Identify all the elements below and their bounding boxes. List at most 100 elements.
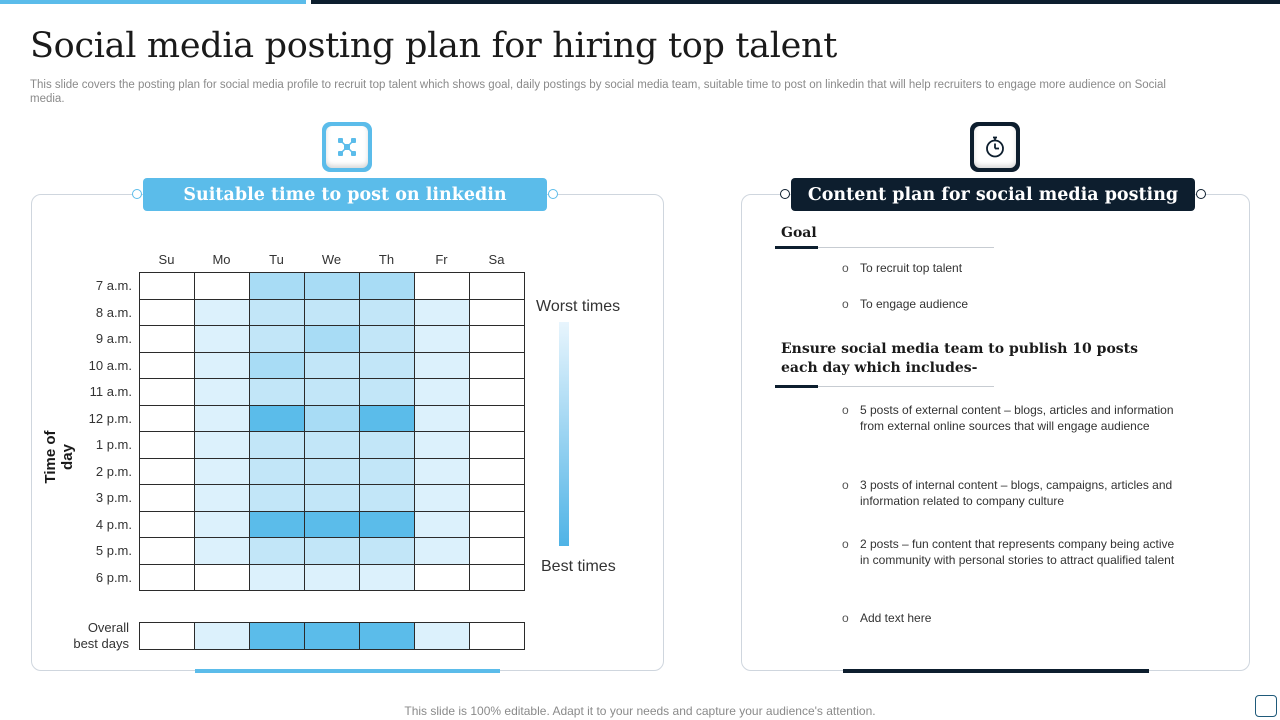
heatmap-cell <box>414 537 470 565</box>
heatmap-cell <box>249 563 305 591</box>
overall-label-line2: best days <box>73 636 129 651</box>
left-panel-bottom-accent <box>195 669 500 673</box>
overall-cell <box>139 622 195 650</box>
heatmap-cell <box>304 272 360 300</box>
heatmap-cell <box>469 272 525 300</box>
heatmap-row <box>139 298 525 326</box>
ensure-rule <box>775 386 994 387</box>
goal-item-1: To recruit top talent <box>860 261 963 275</box>
overall-cell <box>469 622 525 650</box>
left-icon-frame <box>322 122 372 172</box>
post-item-3: 2 posts – fun content that represents co… <box>860 537 1175 567</box>
time-label: 3 p.m. <box>95 490 132 505</box>
page-title: Social media posting plan for hiring top… <box>30 26 838 66</box>
heatmap-cell <box>194 404 250 432</box>
page-subtitle: This slide covers the posting plan for s… <box>30 79 1166 105</box>
heatmap-cell <box>194 457 250 485</box>
heatmap-cell <box>194 378 250 406</box>
heatmap-cell <box>469 325 525 353</box>
heatmap-cell <box>469 484 525 512</box>
heatmap-row <box>139 325 525 353</box>
heatmap-cell <box>304 537 360 565</box>
day-label: Sa <box>488 252 505 267</box>
heatmap-cell <box>304 510 360 538</box>
heatmap-cell <box>139 563 195 591</box>
heatmap-cell <box>469 537 525 565</box>
heatmap-cell <box>304 298 360 326</box>
network-nodes-icon <box>326 126 368 168</box>
heatmap-cell <box>469 378 525 406</box>
heatmap-cell <box>414 378 470 406</box>
heatmap-cell <box>469 404 525 432</box>
heatmap-cell <box>139 272 195 300</box>
heatmap-cell <box>139 325 195 353</box>
overall-best-days-row <box>139 622 525 650</box>
goal-bullet-1: o <box>842 261 849 275</box>
heatmap-cell <box>414 325 470 353</box>
overall-best-days-label: Overall best days <box>60 620 129 652</box>
heatmap-row <box>139 404 525 432</box>
heatmap-cell <box>194 563 250 591</box>
heatmap-cell <box>359 351 415 379</box>
heatmap-cell <box>359 404 415 432</box>
left-header-dot-left <box>132 189 142 199</box>
heatmap-cell <box>359 325 415 353</box>
goal-heading: Goal <box>781 225 817 241</box>
right-header-dot-right <box>1196 189 1206 199</box>
post-bullet-3: o <box>842 537 849 551</box>
heatmap-cell <box>139 404 195 432</box>
heatmap-cell <box>414 457 470 485</box>
post-bullet-2: o <box>842 478 849 492</box>
right-icon-frame <box>970 122 1020 172</box>
legend-gradient-bar <box>559 322 569 546</box>
heatmap-cell <box>139 298 195 326</box>
day-label: Th <box>378 252 395 267</box>
heatmap-cell <box>249 431 305 459</box>
heatmap-cell <box>194 484 250 512</box>
heatmap-cell <box>304 325 360 353</box>
heatmap-cell <box>359 537 415 565</box>
time-label: 10 a.m. <box>88 357 132 373</box>
heatmap-cell <box>359 431 415 459</box>
time-label: 1 p.m. <box>95 437 132 452</box>
corner-frame-icon <box>1255 695 1277 717</box>
heatmap-cell <box>194 510 250 538</box>
overall-cell <box>249 622 305 650</box>
overall-row <box>139 622 525 650</box>
heatmap-cell <box>469 431 525 459</box>
heatmap-cell <box>249 510 305 538</box>
time-label: 11 a.m. <box>89 384 132 399</box>
heatmap-cell <box>414 563 470 591</box>
heatmap-row <box>139 272 525 300</box>
day-label: Mo <box>212 252 231 267</box>
legend-best-times: Best times <box>541 558 616 575</box>
day-label: Tu <box>269 252 284 267</box>
heatmap-cell <box>194 298 250 326</box>
stopwatch-icon <box>974 126 1016 168</box>
left-header-dot-right <box>548 189 558 199</box>
heatmap-cell <box>139 457 195 485</box>
heatmap-cell <box>359 563 415 591</box>
heatmap-cell <box>304 563 360 591</box>
heatmap-cell <box>414 484 470 512</box>
heatmap-cell <box>194 431 250 459</box>
right-panel-bottom-accent <box>843 669 1149 673</box>
heatmap-cell <box>304 484 360 512</box>
heatmap-cell <box>469 298 525 326</box>
heatmap-cell <box>469 510 525 538</box>
heatmap-cell <box>139 537 195 565</box>
heatmap-row <box>139 378 525 406</box>
heatmap-cell <box>414 404 470 432</box>
heatmap-cell <box>359 272 415 300</box>
heatmap-cell <box>139 351 195 379</box>
day-label: Su <box>158 252 175 267</box>
heatmap-row <box>139 484 525 512</box>
post-item-2: 3 posts of internal content – blogs, cam… <box>860 478 1173 508</box>
left-panel-header: Suitable time to post on linkedin <box>143 178 547 211</box>
post-item-1: 5 posts of external content – blogs, art… <box>860 403 1174 433</box>
heatmap-cell <box>304 404 360 432</box>
goal-rule <box>775 247 994 248</box>
heatmap-cell <box>414 298 470 326</box>
y-axis-label: Time of day <box>42 430 76 484</box>
overall-cell <box>194 622 250 650</box>
